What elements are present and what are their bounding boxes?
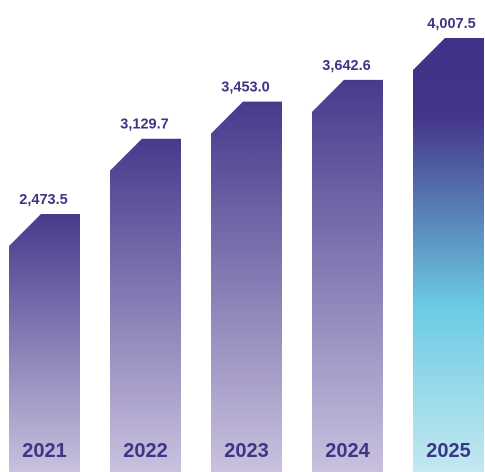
- bar-2024: [312, 79, 383, 472]
- value-label-2023: 3,453.0: [221, 80, 269, 96]
- bar-2023: [211, 101, 282, 472]
- category-label-2021: 2021: [22, 440, 67, 462]
- bar-2025: [413, 38, 484, 472]
- value-label-2022: 3,129.7: [120, 117, 168, 133]
- category-label-2022: 2022: [123, 440, 168, 462]
- category-labels-group: 2021 2022 2023 2024 2025: [22, 440, 471, 462]
- value-label-2021: 2,473.5: [19, 192, 67, 208]
- bars-group: [9, 38, 484, 472]
- category-label-2024: 2024: [325, 440, 370, 462]
- bar-2022: [110, 138, 181, 472]
- category-label-2023: 2023: [224, 440, 269, 462]
- value-label-2024: 3,642.6: [322, 58, 370, 74]
- value-label-2025: 4,007.5: [427, 16, 475, 32]
- bar-2021: [9, 214, 80, 472]
- category-label-2025: 2025: [426, 440, 471, 462]
- value-labels-group: 2,473.5 3,129.7 3,453.0 3,642.6 4,007.5: [19, 16, 475, 208]
